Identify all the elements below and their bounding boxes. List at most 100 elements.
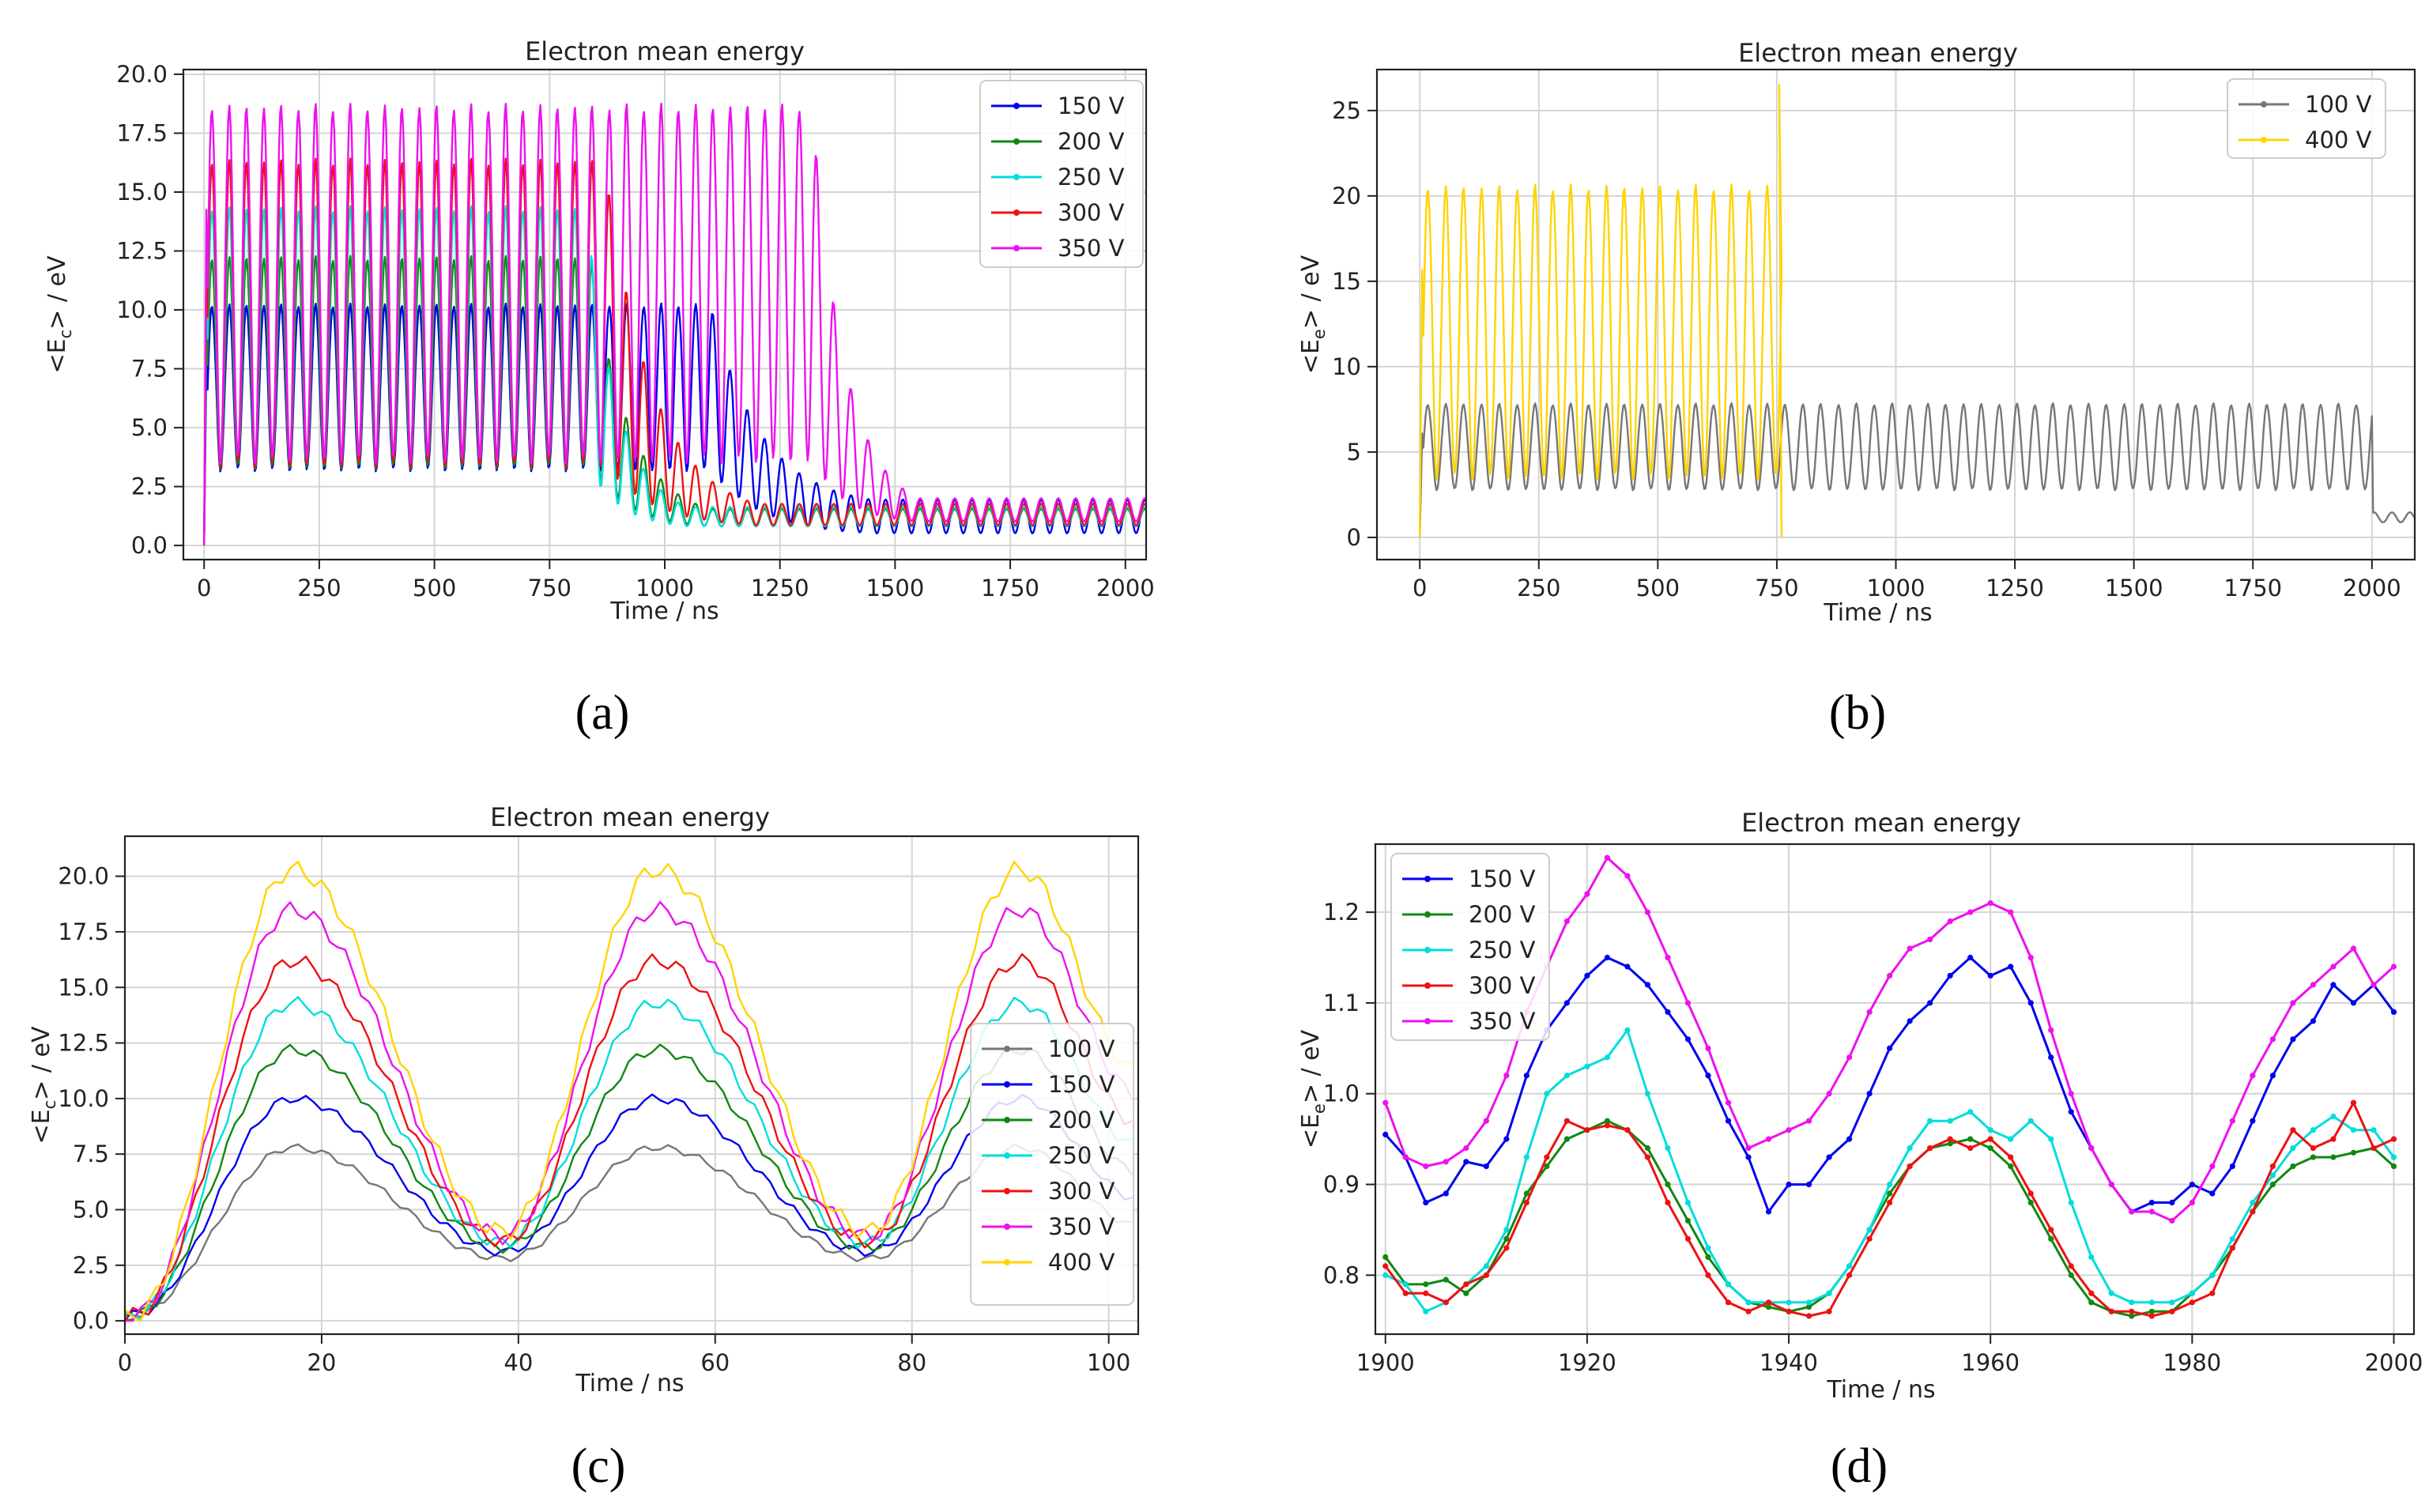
legend-entry: 300 V <box>1469 972 1536 999</box>
x-tick-label: 1980 <box>2163 1349 2221 1376</box>
y-axis-label-main: <E <box>43 338 71 373</box>
data-point <box>2129 1308 2135 1314</box>
data-point <box>1563 1118 1570 1124</box>
legend-marker <box>1424 947 1431 953</box>
chart-title: Electron mean energy <box>490 802 770 832</box>
data-point <box>1947 972 1953 979</box>
data-point <box>1967 1109 1974 1115</box>
y-tick-label: 12.5 <box>116 238 168 265</box>
data-point <box>1805 1313 1812 1319</box>
legend-box <box>1390 853 1550 1041</box>
legend-marker <box>2261 137 2267 143</box>
legend-box <box>979 80 1144 268</box>
data-point <box>1443 1159 1449 1165</box>
data-point <box>2169 1217 2175 1224</box>
data-point <box>1624 873 1631 879</box>
data-point <box>2290 1000 2296 1006</box>
data-point <box>1604 1118 1611 1124</box>
series-line-150v <box>125 1093 1133 1322</box>
data-point <box>2209 1163 2216 1170</box>
legend-entry: 100 V <box>1048 1035 1115 1062</box>
legend-marker <box>1004 1046 1010 1052</box>
data-point <box>2350 1149 2357 1156</box>
data-point <box>2269 1163 2276 1170</box>
data-point <box>1624 1027 1631 1033</box>
x-tick-label: 2000 <box>1096 575 1155 601</box>
y-tick-label: 10 <box>1332 353 1361 380</box>
data-point <box>2390 1154 2397 1160</box>
y-tick-label: 5.0 <box>131 414 168 441</box>
x-axis-label: Time / ns <box>1823 599 1932 627</box>
data-point <box>2390 1136 2397 1142</box>
legend-marker <box>1004 1081 1010 1088</box>
data-point <box>1705 1245 1711 1251</box>
legend-box <box>970 1023 1134 1306</box>
data-point <box>1947 1118 1953 1124</box>
data-point <box>1423 1163 1429 1170</box>
data-point <box>2390 1009 2397 1016</box>
x-tick-label: 40 <box>504 1349 533 1376</box>
data-point <box>1503 1073 1510 1079</box>
data-point <box>2148 1199 2155 1206</box>
data-point <box>2068 1263 2074 1269</box>
legend-entry: 350 V <box>1048 1213 1115 1240</box>
data-point <box>2310 1018 2317 1024</box>
data-point <box>1947 1136 1953 1142</box>
y-tick-label: 17.5 <box>58 918 109 945</box>
data-point <box>2229 1118 2235 1124</box>
data-point <box>1765 1208 1772 1215</box>
y-tick-label: 1.2 <box>1323 899 1360 926</box>
x-tick-label: 2000 <box>2343 575 2401 601</box>
series-line-300v <box>125 953 1133 1322</box>
data-point <box>1887 1181 1893 1188</box>
data-point <box>1544 1091 1550 1097</box>
data-point <box>2068 1091 2074 1097</box>
data-point <box>1443 1276 1449 1283</box>
data-point <box>1947 1141 1953 1147</box>
legend-entry: 350 V <box>1058 235 1125 262</box>
data-point <box>2108 1181 2114 1188</box>
data-point <box>1745 1145 1752 1152</box>
data-point <box>1423 1199 1429 1206</box>
data-point <box>1927 936 1933 943</box>
y-tick-label: 5.0 <box>73 1197 109 1224</box>
x-tick-label: 500 <box>1636 575 1680 601</box>
x-tick-label: 1500 <box>2105 575 2163 601</box>
data-point <box>2310 982 2317 988</box>
data-point <box>1443 1299 1449 1306</box>
data-point <box>2189 1181 2195 1188</box>
data-point <box>2209 1290 2216 1296</box>
data-point <box>2088 1290 2095 1296</box>
data-point <box>2148 1208 2155 1215</box>
legend-entry: 400 V <box>2305 126 2372 153</box>
series-line-250v <box>1385 1028 2395 1313</box>
data-point <box>1665 1009 1671 1016</box>
data-point <box>1846 1054 1853 1061</box>
data-point <box>1907 1163 1913 1170</box>
data-point <box>1887 1199 1893 1206</box>
y-tick-label: 10.0 <box>116 296 168 323</box>
x-tick-label: 1960 <box>1961 1349 2020 1376</box>
data-point <box>1805 1181 1812 1188</box>
data-point <box>1665 1145 1671 1152</box>
data-point <box>1523 1199 1529 1206</box>
data-point <box>1563 1073 1570 1079</box>
data-point <box>1907 1145 1913 1152</box>
data-point <box>2350 1127 2357 1133</box>
y-axis-label-tail: > / eV <box>1297 1029 1325 1103</box>
data-point <box>2330 982 2337 988</box>
data-point <box>2027 1000 2034 1006</box>
data-point <box>1644 982 1651 988</box>
data-point <box>2189 1199 2195 1206</box>
x-tick-label: 1000 <box>636 575 694 601</box>
x-tick-label: 1900 <box>1356 1349 1415 1376</box>
data-point <box>2027 1190 2034 1197</box>
data-point <box>1765 1299 1772 1306</box>
data-point <box>1745 1308 1752 1314</box>
legend-entry: 200 V <box>1469 901 1536 928</box>
data-point <box>2390 963 2397 970</box>
y-axis-label: <Ee> / eV <box>1297 255 1329 374</box>
series-line-200v <box>125 1043 1133 1322</box>
y-tick-label: 0.9 <box>1323 1171 1360 1198</box>
